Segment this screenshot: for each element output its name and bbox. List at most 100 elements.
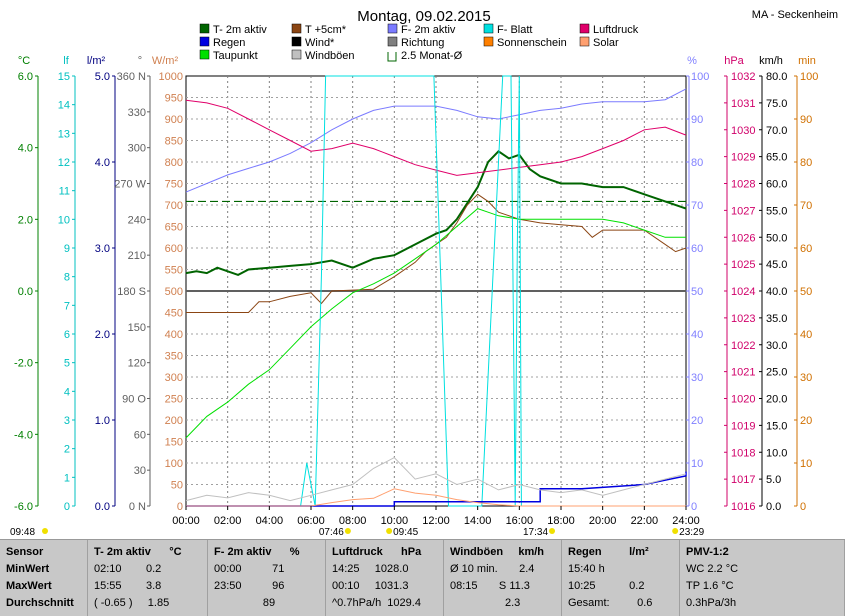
legend-label: 2.5 Monat-Ø — [401, 50, 463, 62]
stats-cell: ( -0.65 ) 1.85 — [94, 597, 170, 609]
solar-axis-label: 1000 — [159, 71, 183, 83]
solar-axis-label: 250 — [165, 394, 183, 406]
temp-axis-label: 4.0 — [18, 143, 33, 155]
unit-label: °C — [18, 55, 30, 67]
rain-axis-label: 3.0 — [95, 243, 110, 255]
sun-axis-label: 70 — [800, 200, 812, 212]
sun-axis-label: 90 — [800, 114, 812, 126]
sun-marker-icon — [672, 528, 679, 534]
temp-axis-label: -2.0 — [14, 358, 33, 370]
lf-axis-label: 14 — [58, 100, 70, 112]
legend-swatch — [199, 23, 210, 34]
dir-axis-label: 330 — [128, 107, 146, 119]
legend-swatch — [483, 36, 494, 47]
sun-axis-label: 40 — [800, 329, 812, 341]
marker-left: 09:48 — [10, 527, 35, 538]
weather-chart: 6.04.02.00.0-2.0-4.0-6.01514131211109876… — [10, 8, 838, 538]
sun-axis-label: 20 — [800, 415, 812, 427]
lf-axis-label: 13 — [58, 128, 70, 140]
legend-swatch — [387, 23, 398, 34]
press-axis-label: 1022 — [731, 340, 755, 352]
unit-label: km/h — [759, 55, 783, 67]
rain-axis-label: 4.0 — [95, 157, 110, 169]
stats-cell: 02:10 0.2 — [94, 563, 162, 575]
lf-axis-label: 15 — [58, 71, 70, 83]
press-axis-label: 1023 — [731, 313, 755, 325]
legend-swatch — [579, 23, 590, 34]
marker-end: 23:29 — [679, 527, 704, 538]
marker-sunset: 17:34 — [523, 527, 548, 538]
lf-axis-label: 1 — [64, 472, 70, 484]
wind-axis-label: 75.0 — [766, 98, 787, 110]
wind-axis-label: 65.0 — [766, 152, 787, 164]
stats-cell: 23:50 96 — [214, 580, 285, 592]
sun-axis-label: 50 — [800, 286, 812, 298]
stats-cell: Ø 10 min. 2.4 — [450, 563, 535, 575]
wind-axis-label: 5.0 — [766, 474, 781, 486]
dir-axis-label: 90 O — [122, 394, 146, 406]
dir-axis-label: 30 — [134, 465, 146, 477]
solar-axis-label: 850 — [165, 136, 183, 148]
stats-cell: 00:10 1031.3 — [332, 580, 409, 592]
solar-axis-label: 500 — [165, 286, 183, 298]
stats-cell: WC 2.2 °C — [686, 563, 739, 575]
wind-axis-label: 15.0 — [766, 420, 787, 432]
legend-swatch — [291, 23, 302, 34]
time-label: 22:00 — [631, 515, 659, 527]
wind-axis-label: 20.0 — [766, 394, 787, 406]
series-taupunkt — [185, 208, 686, 439]
stats-cell: 15:55 3.8 — [94, 580, 162, 592]
legend-label: T- 2m aktiv — [213, 24, 267, 36]
wind-axis-label: 60.0 — [766, 179, 787, 191]
stats-table: Sensor MinWert MaxWert Durchschnitt T- 2m ak… — [0, 539, 845, 616]
dir-axis-label: 240 — [128, 214, 146, 226]
press-axis-label: 1031 — [731, 98, 755, 110]
wind-axis-label: 80.0 — [766, 71, 787, 83]
temp-axis-label: -4.0 — [14, 429, 33, 441]
lf-axis-label: 6 — [64, 329, 70, 341]
legend-label: Richtung — [401, 37, 444, 49]
hum-axis-label: 10 — [691, 458, 703, 470]
dir-axis-label: 270 W — [114, 179, 146, 191]
press-axis-label: 1029 — [731, 152, 755, 164]
wind-axis-label: 50.0 — [766, 232, 787, 244]
legend-swatch — [291, 49, 302, 60]
wind-axis-label: 55.0 — [766, 205, 787, 217]
solar-axis-label: 400 — [165, 329, 183, 341]
press-axis-label: 1021 — [731, 367, 755, 379]
sun-axis-label: 80 — [800, 157, 812, 169]
axes: 6.04.02.00.0-2.0-4.0-6.01514131211109876… — [10, 55, 818, 538]
marker-max: 09:45 — [393, 527, 418, 538]
series-f-2m-aktiv — [185, 88, 687, 193]
stats-cell: F- 2m aktiv % — [214, 546, 300, 558]
legend: T- 2m aktiv T +5cm* F- 2m aktiv F- Blatt Luf… — [199, 23, 639, 62]
stats-cell: Luftdruck hPa — [332, 546, 422, 558]
rain-axis-label: 5.0 — [95, 71, 110, 83]
stats-column: T- 2m aktiv °C 02:10 0.2 15:55 3.8 ( -0.65 … — [88, 540, 208, 616]
temp-axis-label: 0.0 — [18, 286, 33, 298]
legend-label: Wind* — [305, 37, 335, 49]
lf-axis-label: 8 — [64, 272, 70, 284]
legend-label: T +5cm* — [305, 24, 347, 36]
legend-swatch — [579, 36, 590, 47]
dir-axis-label: 360 N — [117, 71, 146, 83]
time-label: 00:00 — [172, 515, 200, 527]
stats-cell: 15:40 h — [568, 563, 605, 575]
solar-axis-label: 450 — [165, 308, 183, 320]
press-axis-label: 1027 — [731, 205, 755, 217]
dir-axis-label: 60 — [134, 429, 146, 441]
time-label: 16:00 — [506, 515, 534, 527]
rain-axis-label: 2.0 — [95, 329, 110, 341]
station-name: MA - Seckenheim — [752, 9, 838, 21]
solar-axis-label: 50 — [171, 480, 183, 492]
solar-axis-label: 750 — [165, 179, 183, 191]
solar-axis-label: 550 — [165, 265, 183, 277]
rain-axis-label: 1.0 — [95, 415, 110, 427]
solar-axis-label: 700 — [165, 200, 183, 212]
time-label: 10:00 — [381, 515, 409, 527]
dir-axis-label: 150 — [128, 322, 146, 334]
press-axis-label: 1028 — [731, 179, 755, 191]
dir-axis-label: 210 — [128, 250, 146, 262]
chart-title: Montag, 09.02.2015 — [357, 8, 490, 25]
sun-marker-icon — [549, 528, 556, 534]
